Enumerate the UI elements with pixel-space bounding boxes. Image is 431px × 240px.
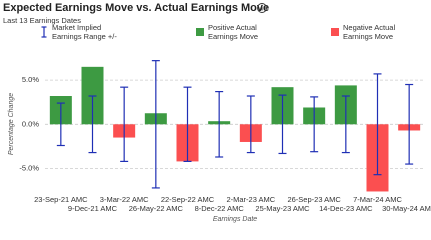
x-tick-label: 2-Mar-23 AMC <box>226 195 275 204</box>
error-bar <box>88 95 97 154</box>
x-tick-label: 9-Dec-21 AMC <box>68 204 118 213</box>
error-bar <box>405 83 414 165</box>
y-tick-label: 0.0% <box>22 119 39 128</box>
x-tick-label: 8-Dec-22 AMC <box>195 204 245 213</box>
x-axis-title: Earnings Date <box>213 216 257 223</box>
error-bar <box>341 95 350 154</box>
y-tick-label: 5.0% <box>22 75 39 84</box>
error-bar <box>373 73 382 176</box>
x-tick-label: 30-May-24 AMC <box>382 204 431 213</box>
error-bar <box>246 95 255 154</box>
x-tick-label: 23-Sep-21 AMC <box>34 195 88 204</box>
error-bar <box>56 102 65 147</box>
x-tick-label: 22-Sep-22 AMC <box>161 195 215 204</box>
y-tick-label: -5.0% <box>19 163 39 172</box>
legend-label: Market Implied Earnings Range +/- <box>52 23 117 41</box>
legend-label: Positive Actual Earnings Move <box>208 23 259 41</box>
x-tick-label: 25-May-23 AMC <box>255 204 310 213</box>
x-tick-label: 7-Mar-24 AMC <box>353 195 402 204</box>
error-bar <box>120 86 129 163</box>
chart: Expected Earnings Move vs. Actual Earnin… <box>3 2 431 223</box>
x-tick-label: 26-May-22 AMC <box>129 204 184 213</box>
legend-label: Negative Actual Earnings Move <box>343 23 396 41</box>
chart-title: Expected Earnings Move vs. Actual Earnin… <box>3 2 269 14</box>
chart-page: Expected Earnings Move vs. Actual Earnin… <box>3 2 431 223</box>
error-bar <box>310 96 319 153</box>
x-tick-label: 3-Mar-22 AMC <box>100 195 149 204</box>
error-bar <box>278 94 287 155</box>
legend-icon <box>331 28 339 36</box>
info-icon <box>257 3 267 13</box>
error-bar <box>215 90 224 158</box>
x-tick-label: 14-Dec-23 AMC <box>319 204 373 213</box>
legend-icon <box>196 28 204 36</box>
chart-subtitle: Last 13 Earnings Dates <box>3 16 81 25</box>
x-tick-label: 26-Sep-23 AMC <box>287 195 341 204</box>
y-axis-title: Percentage Change <box>8 93 15 155</box>
error-bar <box>183 86 192 163</box>
error-bar <box>151 60 160 189</box>
